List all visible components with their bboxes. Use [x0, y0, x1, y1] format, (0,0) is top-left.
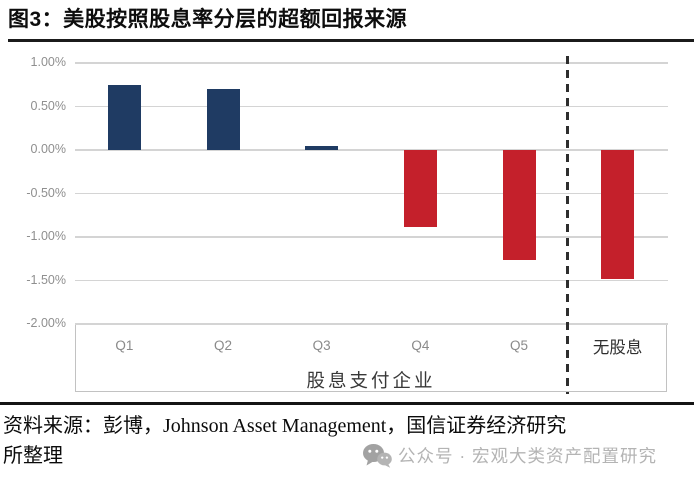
bar-无股息 [601, 150, 635, 279]
chart: 股息支付企业 1.00% 0.50% 0.00% -0.50% -1.00% -1.50%… [0, 47, 700, 402]
source-line-1: 资料来源：彭博，Johnson Asset Management，国信证券经济研… [3, 414, 567, 437]
footer-rule [0, 402, 694, 405]
gridline [75, 323, 668, 325]
gridline [75, 279, 668, 282]
x-axis-group-label: 股息支付企业 [306, 372, 436, 392]
title-rule [8, 39, 694, 42]
y-tick-label: -1.50% [26, 272, 66, 287]
bar-Q5 [502, 150, 536, 261]
bar-Q1 [107, 84, 141, 150]
wechat-icon [363, 444, 392, 468]
figure-title: 图3：美股按照股息率分层的超额回报来源 [8, 8, 408, 31]
x-label-Q5: Q5 [509, 338, 528, 353]
y-tick-label: -1.00% [26, 229, 66, 243]
x-label-Q1: Q1 [115, 338, 134, 353]
gridline [75, 149, 668, 151]
watermark-text: 公众号 · 宏观大类资产配置研究 [398, 446, 658, 466]
dashed-separator [566, 56, 569, 394]
bar-Q4 [403, 150, 437, 227]
bar-Q3 [305, 145, 339, 150]
source-note: 资料来源：彭博，Johnson Asset Management，国信证券经济研… [0, 405, 700, 471]
x-label-Q2: Q2 [213, 338, 232, 353]
y-tick-label: 0.00% [30, 142, 66, 156]
source-line-2: 所整理 [3, 444, 63, 467]
y-tick-label: 1.00% [30, 55, 66, 69]
y-tick-label: -0.50% [26, 185, 66, 200]
y-tick-label: 0.50% [30, 98, 66, 113]
watermark: 公众号 · 宏观大类资产配置研究 [362, 443, 657, 468]
gridline [75, 105, 668, 108]
bar-Q2 [206, 89, 240, 150]
gridline [75, 236, 668, 238]
y-tick-label: -2.00% [26, 316, 66, 330]
x-label-Q4: Q4 [411, 338, 430, 353]
x-label-Q3: Q3 [312, 338, 331, 353]
gridline [75, 192, 668, 195]
gridline [75, 62, 668, 64]
x-label-无股息: 无股息 [592, 338, 643, 357]
